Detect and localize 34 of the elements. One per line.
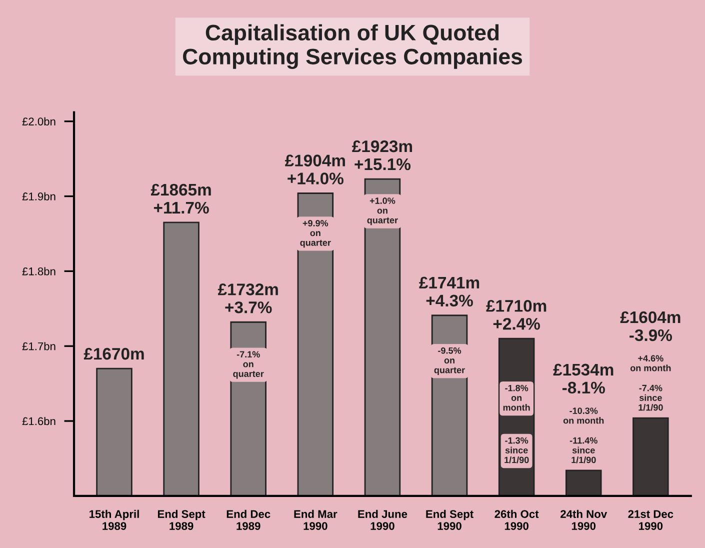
annotation: +1.0% on quarter (367, 198, 398, 226)
x-tick-label: End Sept 1990 (426, 510, 474, 530)
annotation: -1.8% on month (503, 384, 530, 411)
chart-title: Capitalisation of UK Quoted Computing Services Companies (183, 24, 522, 69)
annotation: £1670m (84, 348, 144, 360)
x-tick-label: 26th Oct 1990 (494, 510, 539, 530)
annotation: -7.4% since 1/1/90 (638, 384, 663, 411)
annotation: -7.1% on quarter (233, 351, 264, 379)
annotation: £1732m +3.7% (218, 284, 278, 314)
annotation: £1865m +11.7% (150, 184, 211, 214)
annotation: -11.4% since 1/1/90 (570, 437, 598, 464)
y-tick-label: £1.9bn (22, 192, 56, 200)
x-tick-label: 15th April 1989 (90, 510, 139, 530)
x-tick-label: 24th Nov 1990 (560, 510, 608, 530)
annotation: £1534m -8.1% (553, 364, 614, 394)
annotation: +4.6% on month (630, 355, 671, 372)
x-tick-label: End Mar 1990 (294, 510, 338, 530)
y-tick-label: £1.8bn (22, 267, 56, 276)
y-tick-label: £1.7bn (22, 342, 56, 350)
x-tick-label: End Dec 1989 (226, 510, 270, 530)
annotation: +9.9% on quarter (300, 220, 331, 248)
annotation: £1604m -3.9% (620, 311, 680, 342)
x-tick-label: 21st Dec 1990 (628, 510, 674, 530)
y-tick-label: £2.0bn (22, 117, 56, 126)
annotation: -1.3% since 1/1/90 (504, 437, 529, 464)
y-tick-label: £1.6bn (22, 416, 56, 426)
annotation: £1710m +2.4% (486, 300, 546, 330)
annotation: -9.5% on quarter (434, 347, 465, 376)
x-tick-label: End Sept 1989 (158, 510, 206, 530)
annotation: £1923m +15.1% (352, 140, 412, 170)
annotation: £1741m +4.3% (419, 276, 480, 307)
x-tick-label: End June 1990 (358, 510, 408, 530)
annotation: £1904m +14.0% (285, 154, 345, 184)
annotation: -10.3% on month (563, 408, 604, 424)
